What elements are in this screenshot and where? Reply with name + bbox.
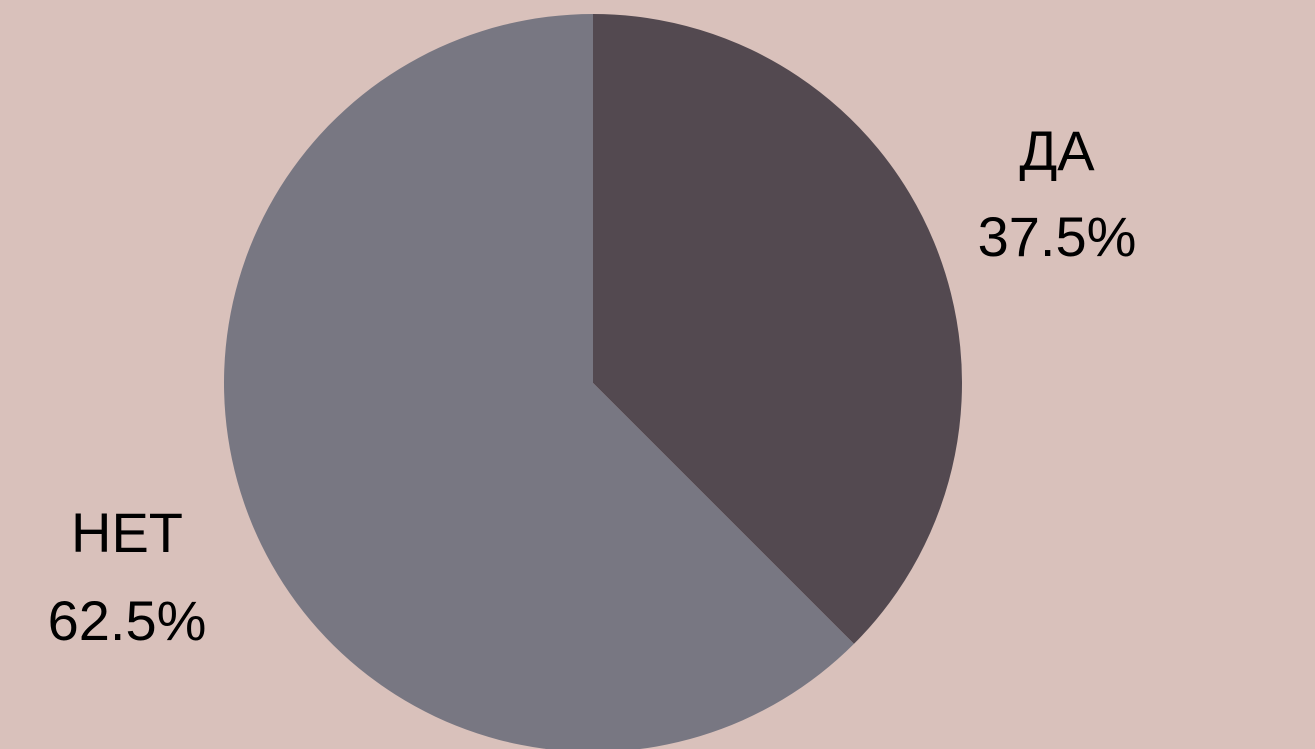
slice-category-label: ДА — [1019, 119, 1095, 182]
slice-category-label: НЕТ — [71, 501, 183, 564]
pie-slice-2 — [224, 14, 854, 749]
pie-labels: ДА 37.5% НЕТ 62.5% — [48, 119, 1137, 652]
pie-slices — [224, 14, 963, 749]
slice-percent-label: 62.5% — [48, 589, 207, 652]
pie-slice-1 — [593, 14, 963, 644]
slice-percent-label: 37.5% — [978, 205, 1137, 268]
